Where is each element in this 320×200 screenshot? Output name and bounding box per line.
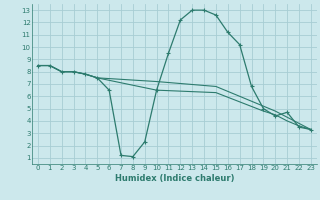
X-axis label: Humidex (Indice chaleur): Humidex (Indice chaleur) bbox=[115, 174, 234, 183]
